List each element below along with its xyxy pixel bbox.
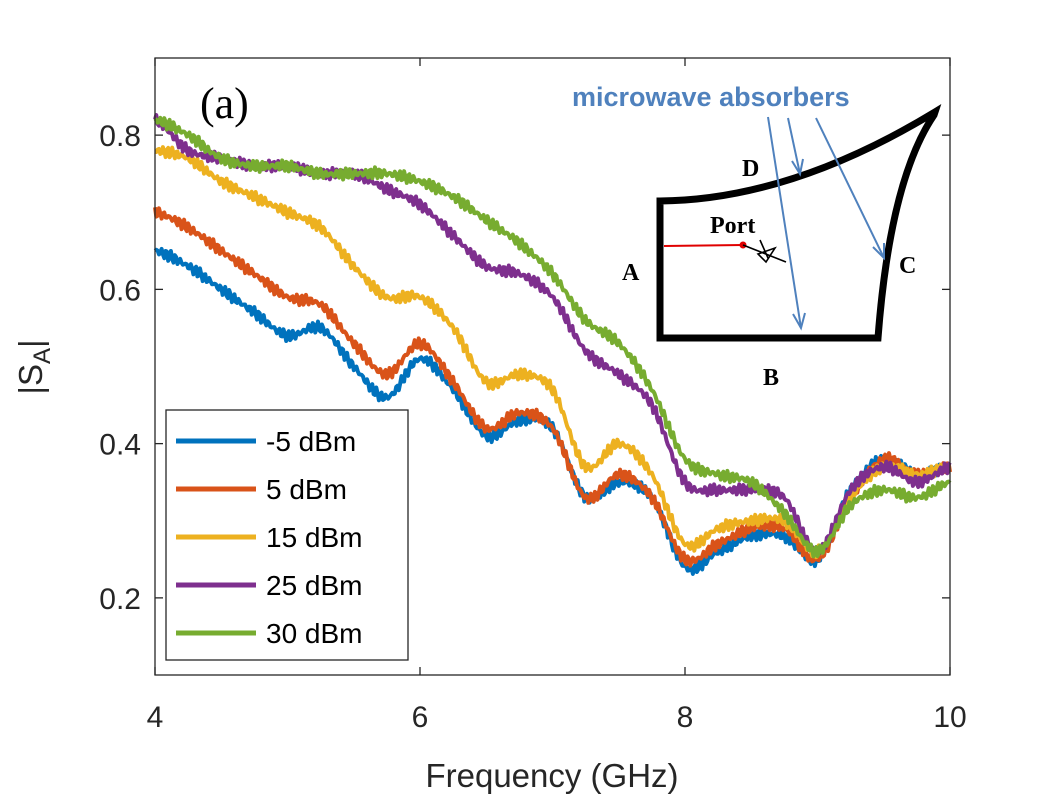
inset-label-d: D <box>742 156 759 182</box>
inset-label-c: C <box>899 253 916 279</box>
y-axis-label-sub: A <box>29 348 56 364</box>
x-tick-label: 4 <box>147 701 164 734</box>
y-tick-label: 0.6 <box>99 274 141 307</box>
y-axis-label: |SA| <box>12 339 56 394</box>
x-axis-label: Frequency (GHz) <box>425 757 678 794</box>
panel-label: (a) <box>200 79 249 128</box>
port-feed-line <box>663 244 744 247</box>
plot-frame <box>154 57 951 676</box>
legend-label: 30 dBm <box>266 618 363 649</box>
inset-label-b: B <box>763 365 779 391</box>
absorber-arrows <box>767 116 885 331</box>
legend-label: 5 dBm <box>266 474 347 505</box>
absorber-arrow-1-head <box>792 312 806 331</box>
absorber-arrow-1 <box>767 116 802 329</box>
y-tick-label: 0.4 <box>99 429 141 462</box>
series-line-2 <box>153 206 952 568</box>
legend-label: 25 dBm <box>266 570 363 601</box>
absorber-arrow-3-head <box>872 243 885 261</box>
inset-port-label: Port <box>710 213 755 239</box>
series-line-5 <box>153 115 952 559</box>
inset-diagram: microwave absorbers Port A B C D <box>572 82 942 391</box>
x-tick-label: 8 <box>677 701 694 734</box>
y-axis-label-close: | <box>12 339 49 348</box>
y-tick-label: 0.8 <box>99 120 141 153</box>
axis-ticks: 4 6 8 10 0.2 0.4 0.6 0.8 <box>99 58 967 734</box>
absorber-arrow-2-head <box>791 158 804 177</box>
x-tick-label: 6 <box>412 701 429 734</box>
inset-title: microwave absorbers <box>572 82 850 112</box>
y-tick-label: 0.2 <box>99 583 141 616</box>
absorber-arrow-2 <box>787 117 801 175</box>
x-tick-label: 10 <box>933 701 966 734</box>
absorber-arrow-3 <box>815 117 885 259</box>
legend-label: -5 dBm <box>266 426 356 457</box>
port-ray-symbol <box>742 239 787 264</box>
legend-items: -5 dBm 5 dBm 15 dBm 25 dBm 30 dBm <box>176 426 363 649</box>
cavity-boundary <box>656 104 942 342</box>
y-axis-label-main: |S <box>12 364 49 395</box>
legend-label: 15 dBm <box>266 522 363 553</box>
inset-label-a: A <box>622 260 640 286</box>
series-lines <box>153 113 952 576</box>
legend: -5 dBm 5 dBm 15 dBm 25 dBm 30 dBm <box>165 409 409 661</box>
